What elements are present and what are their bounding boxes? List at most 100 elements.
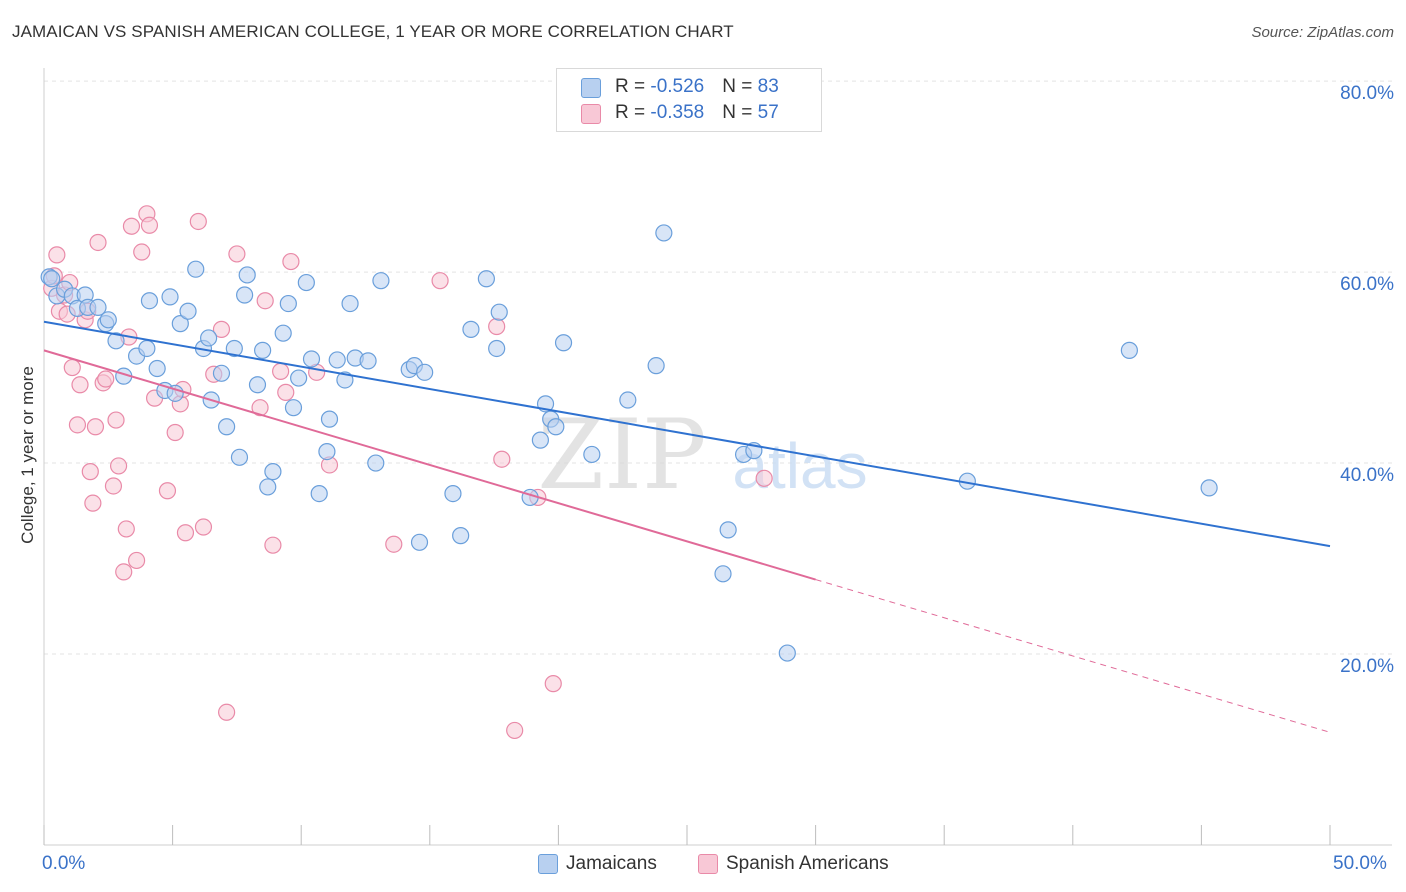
point-jamaicans-60 xyxy=(488,339,506,358)
legend-n-value-jamaicans: 83 xyxy=(757,76,779,97)
trend-line-jamaicans xyxy=(43,320,1331,548)
bottom-legend-label-jamaicans: Jamaicans xyxy=(566,853,657,874)
point-jamaicans-15 xyxy=(140,292,159,310)
point-jamaicans-58 xyxy=(462,320,480,338)
y-tick-label-20: 20.0% xyxy=(1340,656,1394,678)
point-spanish-americans-28 xyxy=(140,216,159,234)
point-jamaicans-31 xyxy=(238,266,256,284)
point-jamaicans-50 xyxy=(367,454,385,472)
point-jamaicans-73 xyxy=(719,521,737,539)
point-jamaicans-18 xyxy=(161,288,179,306)
point-jamaicans-66 xyxy=(547,418,565,436)
chart-title: JAMAICAN VS SPANISH AMERICAN COLLEGE, 1 … xyxy=(12,22,734,41)
point-jamaicans-63 xyxy=(531,431,549,449)
point-spanish-americans-50 xyxy=(431,272,449,290)
legend-r-value-jamaicans: -0.526 xyxy=(650,76,705,97)
point-jamaicans-33 xyxy=(254,341,272,359)
point-spanish-americans-35 xyxy=(189,212,207,231)
point-spanish-americans-52 xyxy=(493,450,511,468)
point-jamaicans-79 xyxy=(1200,479,1218,497)
point-jamaicans-59 xyxy=(477,270,495,288)
x-tick-label-min: 0.0% xyxy=(42,853,86,874)
y-axis-label: College, 1 year or more xyxy=(18,366,37,544)
point-jamaicans-30 xyxy=(236,286,254,304)
point-jamaicans-29 xyxy=(230,448,249,466)
point-spanish-americans-38 xyxy=(212,320,231,338)
grid-lines xyxy=(44,80,1392,655)
point-jamaicans-20 xyxy=(171,315,189,333)
point-jamaicans-40 xyxy=(297,273,315,292)
point-jamaicans-49 xyxy=(359,352,377,370)
point-jamaicans-71 xyxy=(655,224,673,242)
legend-n-value-spanish-americans: 57 xyxy=(757,102,779,123)
point-jamaicans-16 xyxy=(148,359,166,378)
point-jamaicans-69 xyxy=(619,391,637,409)
y-tick-label-80: 80.0% xyxy=(1340,83,1394,105)
point-spanish-americans-22 xyxy=(117,520,135,538)
point-spanish-americans-49 xyxy=(385,535,403,553)
point-spanish-americans-30 xyxy=(158,482,177,500)
point-spanish-americans-41 xyxy=(251,399,269,417)
point-spanish-americans-44 xyxy=(272,362,290,380)
point-spanish-americans-55 xyxy=(544,675,562,693)
point-spanish-americans-13 xyxy=(84,494,102,512)
legend-r-value-spanish-americans: -0.358 xyxy=(650,102,705,123)
legend-text-spanish-americans: R = -0.358 N = 57 xyxy=(615,102,779,123)
point-jamaicans-32 xyxy=(248,376,267,394)
series-jamaicans-points xyxy=(40,224,1218,662)
point-jamaicans-70 xyxy=(647,357,665,375)
point-spanish-americans-36 xyxy=(194,518,213,536)
point-spanish-americans-31 xyxy=(166,423,184,442)
x-tick-label-max: 50.0% xyxy=(1333,853,1387,874)
point-jamaicans-28 xyxy=(225,339,243,358)
point-spanish-americans-42 xyxy=(256,292,274,310)
point-jamaicans-72 xyxy=(714,565,732,583)
point-spanish-americans-20 xyxy=(109,457,128,475)
point-jamaicans-14 xyxy=(138,339,156,358)
point-spanish-americans-12 xyxy=(81,463,99,481)
y-tick-label-40: 40.0% xyxy=(1340,465,1394,487)
point-jamaicans-10 xyxy=(99,311,117,329)
watermark: ZIP atlas xyxy=(537,399,867,511)
legend-swatch-pink xyxy=(581,104,601,124)
point-jamaicans-42 xyxy=(310,485,328,503)
point-spanish-americans-17 xyxy=(97,370,115,388)
point-spanish-americans-8 xyxy=(68,416,87,434)
point-jamaicans-24 xyxy=(200,329,218,347)
point-spanish-americans-39 xyxy=(218,703,236,721)
point-jamaicans-56 xyxy=(444,485,462,503)
point-jamaicans-76 xyxy=(778,644,796,662)
point-spanish-americans-15 xyxy=(89,233,107,252)
bottom-legend-label-spanish-americans: Spanish Americans xyxy=(726,853,889,874)
bottom-legend-swatch-blue xyxy=(538,854,558,874)
trend-lines xyxy=(43,320,1331,733)
point-jamaicans-67 xyxy=(554,334,573,352)
point-jamaicans-78 xyxy=(1120,341,1138,359)
point-spanish-americans-19 xyxy=(107,411,125,429)
point-jamaicans-44 xyxy=(320,410,339,428)
point-jamaicans-68 xyxy=(583,445,601,464)
y-tick-label-60: 60.0% xyxy=(1340,274,1394,296)
point-spanish-americans-34 xyxy=(176,524,195,542)
point-jamaicans-45 xyxy=(328,351,346,369)
point-jamaicans-47 xyxy=(341,294,359,313)
point-jamaicans-1 xyxy=(43,270,61,288)
point-spanish-americans-43 xyxy=(264,536,282,554)
axes xyxy=(43,68,1392,846)
point-spanish-americans-18 xyxy=(104,477,123,495)
point-jamaicans-38 xyxy=(284,399,303,417)
point-jamaicans-57 xyxy=(452,527,470,545)
point-jamaicans-35 xyxy=(264,463,282,481)
point-jamaicans-61 xyxy=(490,303,508,321)
point-spanish-americans-21 xyxy=(115,563,133,581)
point-spanish-americans-24 xyxy=(122,217,141,235)
point-spanish-americans-26 xyxy=(133,243,151,261)
point-jamaicans-27 xyxy=(218,418,236,436)
bottom-legend-swatch-pink xyxy=(698,854,718,874)
point-spanish-americans-25 xyxy=(127,551,146,570)
point-spanish-americans-40 xyxy=(228,245,246,263)
point-spanish-americans-14 xyxy=(86,418,105,436)
legend-text-jamaicans: R = -0.526 N = 83 xyxy=(615,76,779,97)
point-jamaicans-37 xyxy=(279,294,297,313)
watermark-zip: ZIP xyxy=(537,399,706,511)
